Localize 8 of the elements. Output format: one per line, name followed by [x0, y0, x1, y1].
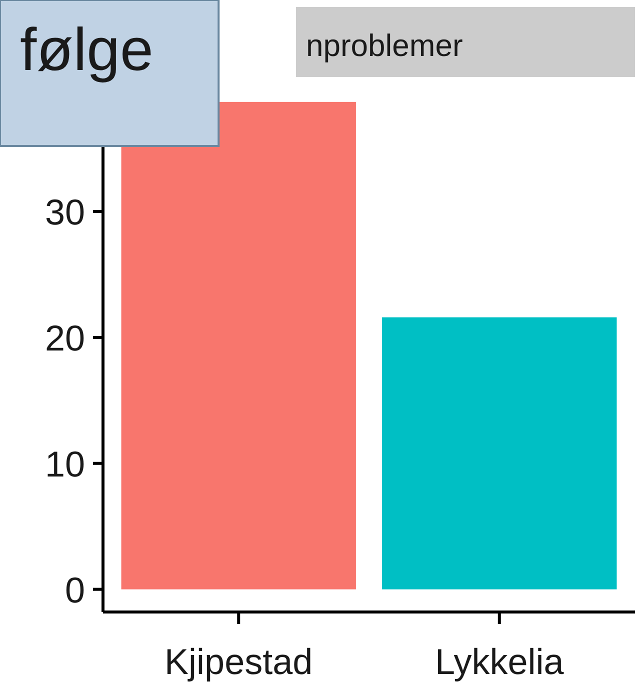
note-box: følge: [0, 0, 220, 147]
y-tick-label: 0: [64, 569, 85, 610]
y-tick-label: 20: [44, 317, 85, 358]
chart-title: nproblemer: [306, 28, 463, 63]
x-tick-label: Kjipestad: [164, 641, 313, 682]
y-tick-label: 30: [44, 191, 85, 232]
y-tick-label: 10: [44, 443, 85, 484]
x-tick-label: Lykkelia: [435, 641, 565, 682]
